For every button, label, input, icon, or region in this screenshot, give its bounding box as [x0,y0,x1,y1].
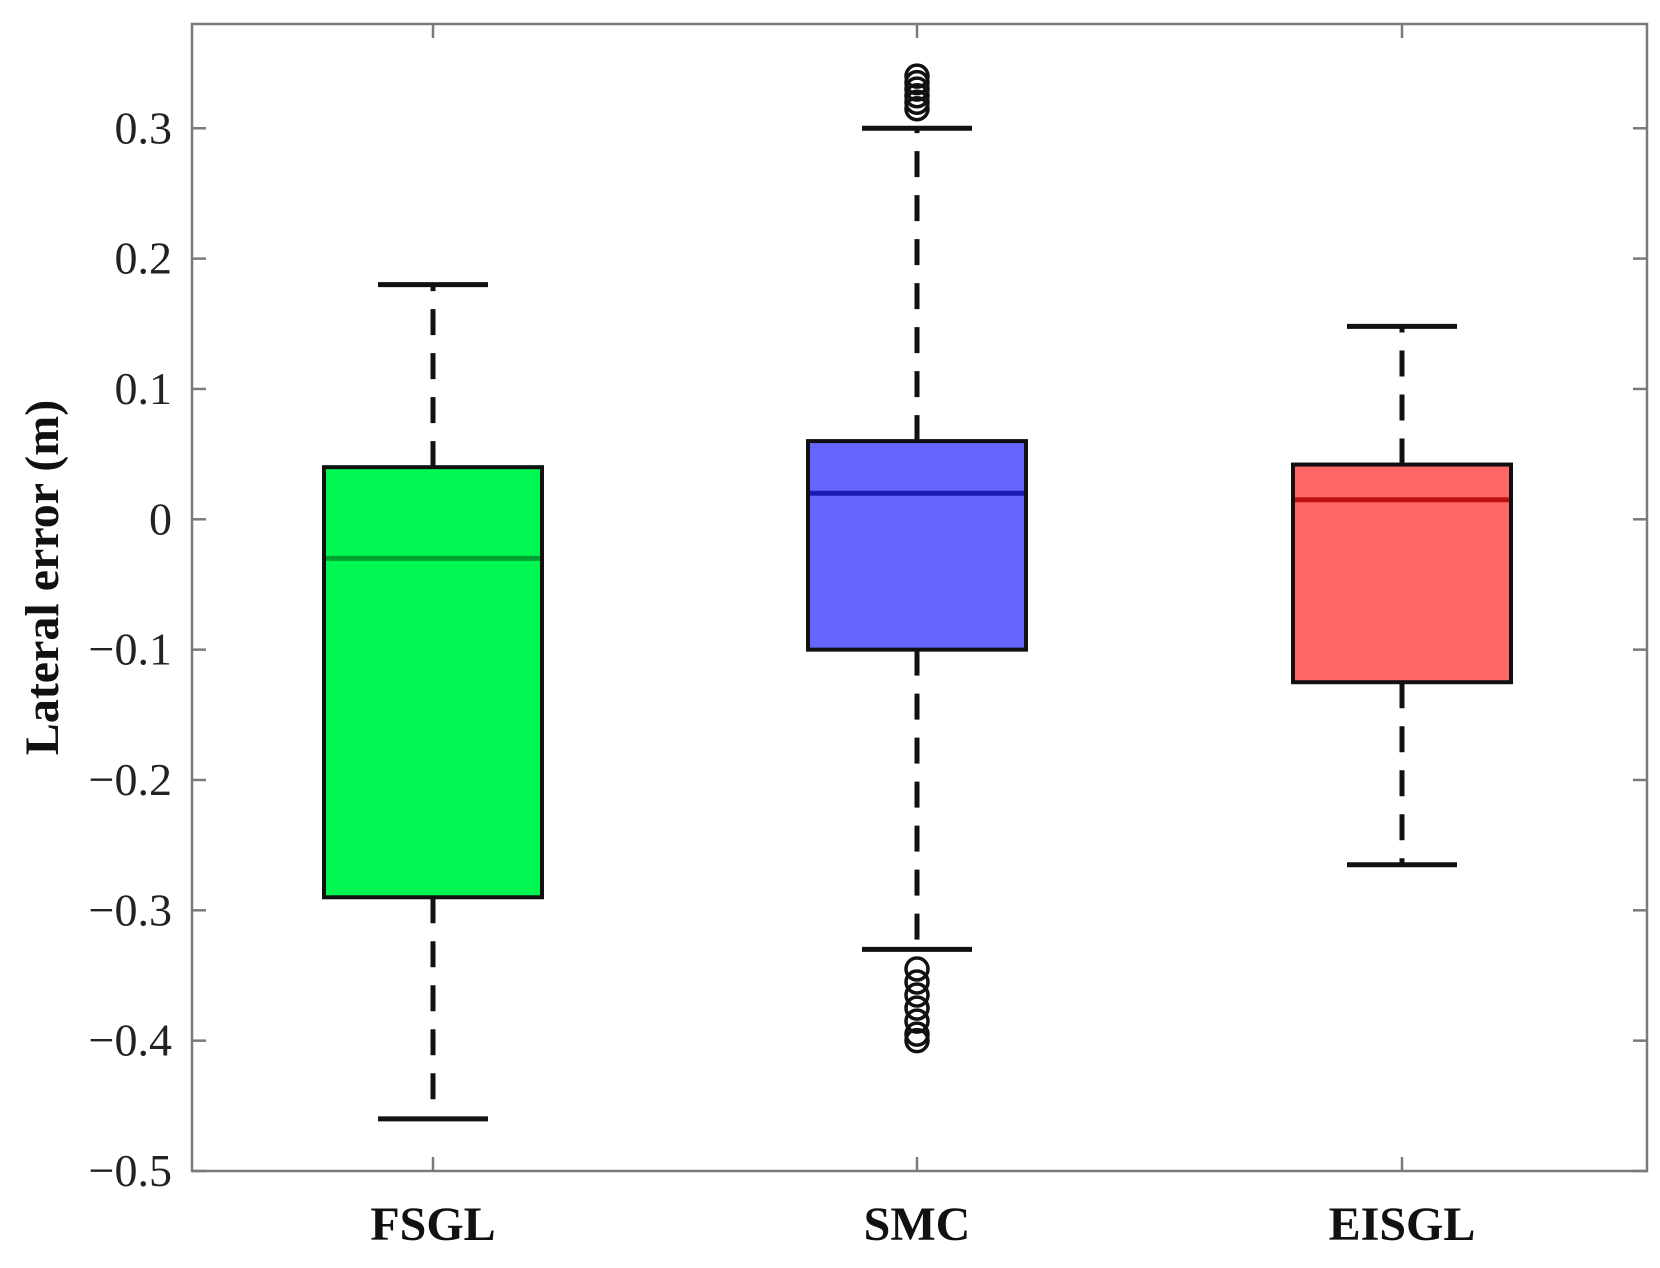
outlier-point [904,69,930,96]
axes [190,22,1649,1173]
box-eisgl [1291,323,1513,868]
y-tick-label: 0.2 [115,233,173,284]
outlier-point [904,89,930,115]
iqr-box [806,439,1028,652]
x-category-label: FSGL [370,1198,495,1251]
outlier-point [904,76,930,102]
boxes-layer [322,63,1513,1122]
outlier-point [904,982,930,1008]
outlier-point [904,95,930,122]
outlier-point [904,995,930,1021]
x-category-label: SMC [864,1198,971,1251]
y-tick-label: −0.3 [89,884,172,935]
outlier-point [904,63,930,89]
box-fsgl [322,282,544,1122]
box-smc [806,63,1028,1054]
y-tick-label: −0.4 [89,1015,172,1066]
x-category-label: EISGL [1329,1198,1476,1251]
outlier-point [904,1008,930,1034]
iqr-box [322,465,544,900]
y-axis-title: Lateral error (m) [16,400,69,755]
iqr-box [1291,462,1513,685]
outlier-point [904,969,930,995]
outlier-point [904,82,930,109]
y-tick-label: 0.3 [115,102,173,153]
y-tick-label: −0.1 [89,624,172,675]
plot-frame [190,22,1649,1173]
y-tick-label: 0.1 [115,363,173,414]
outlier-point [904,1027,930,1054]
y-tick-label: −0.2 [89,754,172,805]
outlier-point [904,956,930,982]
y-tick-label: −0.5 [89,1145,172,1196]
y-tick-label: 0 [149,493,172,544]
outlier-point [904,1021,930,1047]
labels-layer: −0.5 −0.4 −0.3 −0.2 −0.1 0 0.1 0.2 0.3 FSGL SMC EIS… [16,102,1475,1251]
